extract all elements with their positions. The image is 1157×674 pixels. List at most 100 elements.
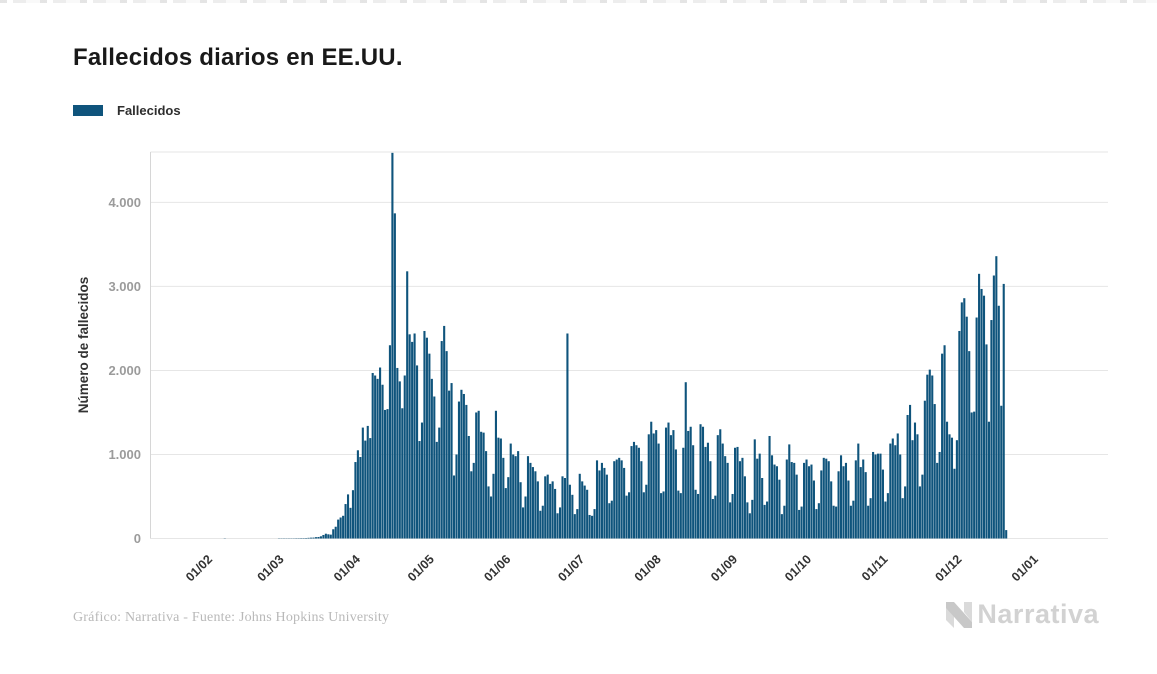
bar[interactable] — [758, 453, 761, 539]
bar[interactable] — [314, 537, 318, 539]
bar[interactable] — [354, 462, 357, 539]
bar[interactable] — [401, 408, 404, 539]
bar[interactable] — [558, 507, 562, 539]
bar[interactable] — [485, 451, 488, 539]
bar[interactable] — [738, 461, 742, 539]
bar[interactable] — [489, 496, 493, 539]
bar[interactable] — [1000, 405, 1003, 539]
bar[interactable] — [812, 480, 815, 539]
bar[interactable] — [941, 353, 944, 539]
bar[interactable] — [632, 441, 636, 539]
bar[interactable] — [852, 500, 855, 539]
bar[interactable] — [554, 488, 557, 539]
bar[interactable] — [729, 502, 732, 539]
bar[interactable] — [423, 330, 426, 539]
bar[interactable] — [857, 443, 860, 539]
bar[interactable] — [706, 442, 709, 539]
bar[interactable] — [322, 534, 325, 539]
bar[interactable] — [872, 451, 875, 539]
bar[interactable] — [327, 534, 330, 539]
bar[interactable] — [571, 494, 574, 539]
bar[interactable] — [524, 496, 527, 539]
bar[interactable] — [751, 499, 754, 539]
bar[interactable] — [714, 495, 717, 539]
bar[interactable] — [563, 478, 567, 539]
bar[interactable] — [667, 422, 670, 539]
bar[interactable] — [904, 486, 907, 539]
bar[interactable] — [867, 505, 870, 539]
bar[interactable] — [793, 462, 796, 539]
bar[interactable] — [383, 409, 387, 539]
bar[interactable] — [388, 345, 391, 539]
bar[interactable] — [339, 517, 342, 539]
bar[interactable] — [588, 514, 591, 539]
bar[interactable] — [894, 445, 897, 539]
bar[interactable] — [699, 424, 702, 539]
bar[interactable] — [734, 447, 737, 539]
bar[interactable] — [374, 375, 377, 539]
bar[interactable] — [467, 435, 470, 539]
bar[interactable] — [425, 337, 428, 539]
bar[interactable] — [526, 456, 530, 539]
bar[interactable] — [825, 458, 828, 539]
bar[interactable] — [366, 425, 369, 539]
bar[interactable] — [359, 457, 362, 539]
bar[interactable] — [344, 504, 347, 539]
bar[interactable] — [943, 345, 946, 539]
bar[interactable] — [766, 501, 769, 539]
bar[interactable] — [909, 404, 912, 539]
bar[interactable] — [822, 457, 825, 539]
bar[interactable] — [864, 472, 867, 539]
bar[interactable] — [854, 460, 857, 539]
bar[interactable] — [869, 498, 872, 539]
bar[interactable] — [608, 503, 611, 539]
bar[interactable] — [995, 256, 998, 539]
bar[interactable] — [470, 471, 473, 539]
bar[interactable] — [798, 509, 801, 539]
bar[interactable] — [376, 378, 379, 539]
bar[interactable] — [968, 351, 971, 539]
bar[interactable] — [628, 492, 631, 539]
bar[interactable] — [753, 439, 756, 539]
bar[interactable] — [536, 481, 539, 539]
bar[interactable] — [445, 351, 448, 539]
bar[interactable] — [724, 456, 727, 539]
bar[interactable] — [662, 491, 665, 539]
bar[interactable] — [756, 458, 759, 539]
bar[interactable] — [810, 464, 813, 539]
bar[interactable] — [918, 486, 921, 539]
bar[interactable] — [462, 393, 465, 539]
bar[interactable] — [761, 478, 764, 539]
bar[interactable] — [403, 375, 406, 539]
bar[interactable] — [677, 490, 680, 539]
bar[interactable] — [529, 462, 532, 539]
bar[interactable] — [623, 467, 626, 539]
bar[interactable] — [672, 430, 675, 539]
bar[interactable] — [689, 426, 692, 539]
bar[interactable] — [534, 471, 537, 539]
bar[interactable] — [546, 474, 549, 539]
bar[interactable] — [980, 288, 983, 539]
bar[interactable] — [748, 513, 751, 539]
bar[interactable] — [438, 427, 441, 539]
bar[interactable] — [324, 533, 327, 539]
bar[interactable] — [398, 381, 401, 539]
bar[interactable] — [369, 438, 372, 539]
bar[interactable] — [640, 461, 643, 539]
bar[interactable] — [817, 503, 820, 539]
bar[interactable] — [773, 464, 776, 539]
bar[interactable] — [645, 484, 648, 539]
bar[interactable] — [780, 514, 783, 539]
bar[interactable] — [997, 305, 1000, 539]
bar[interactable] — [674, 449, 677, 539]
bar[interactable] — [876, 453, 880, 539]
bar[interactable] — [815, 509, 818, 539]
bar[interactable] — [566, 333, 569, 539]
bar[interactable] — [963, 298, 966, 539]
bar[interactable] — [411, 341, 414, 539]
bar[interactable] — [697, 493, 700, 539]
bar[interactable] — [418, 441, 421, 539]
bar[interactable] — [716, 435, 719, 539]
bar[interactable] — [881, 469, 884, 539]
bar[interactable] — [408, 334, 411, 539]
